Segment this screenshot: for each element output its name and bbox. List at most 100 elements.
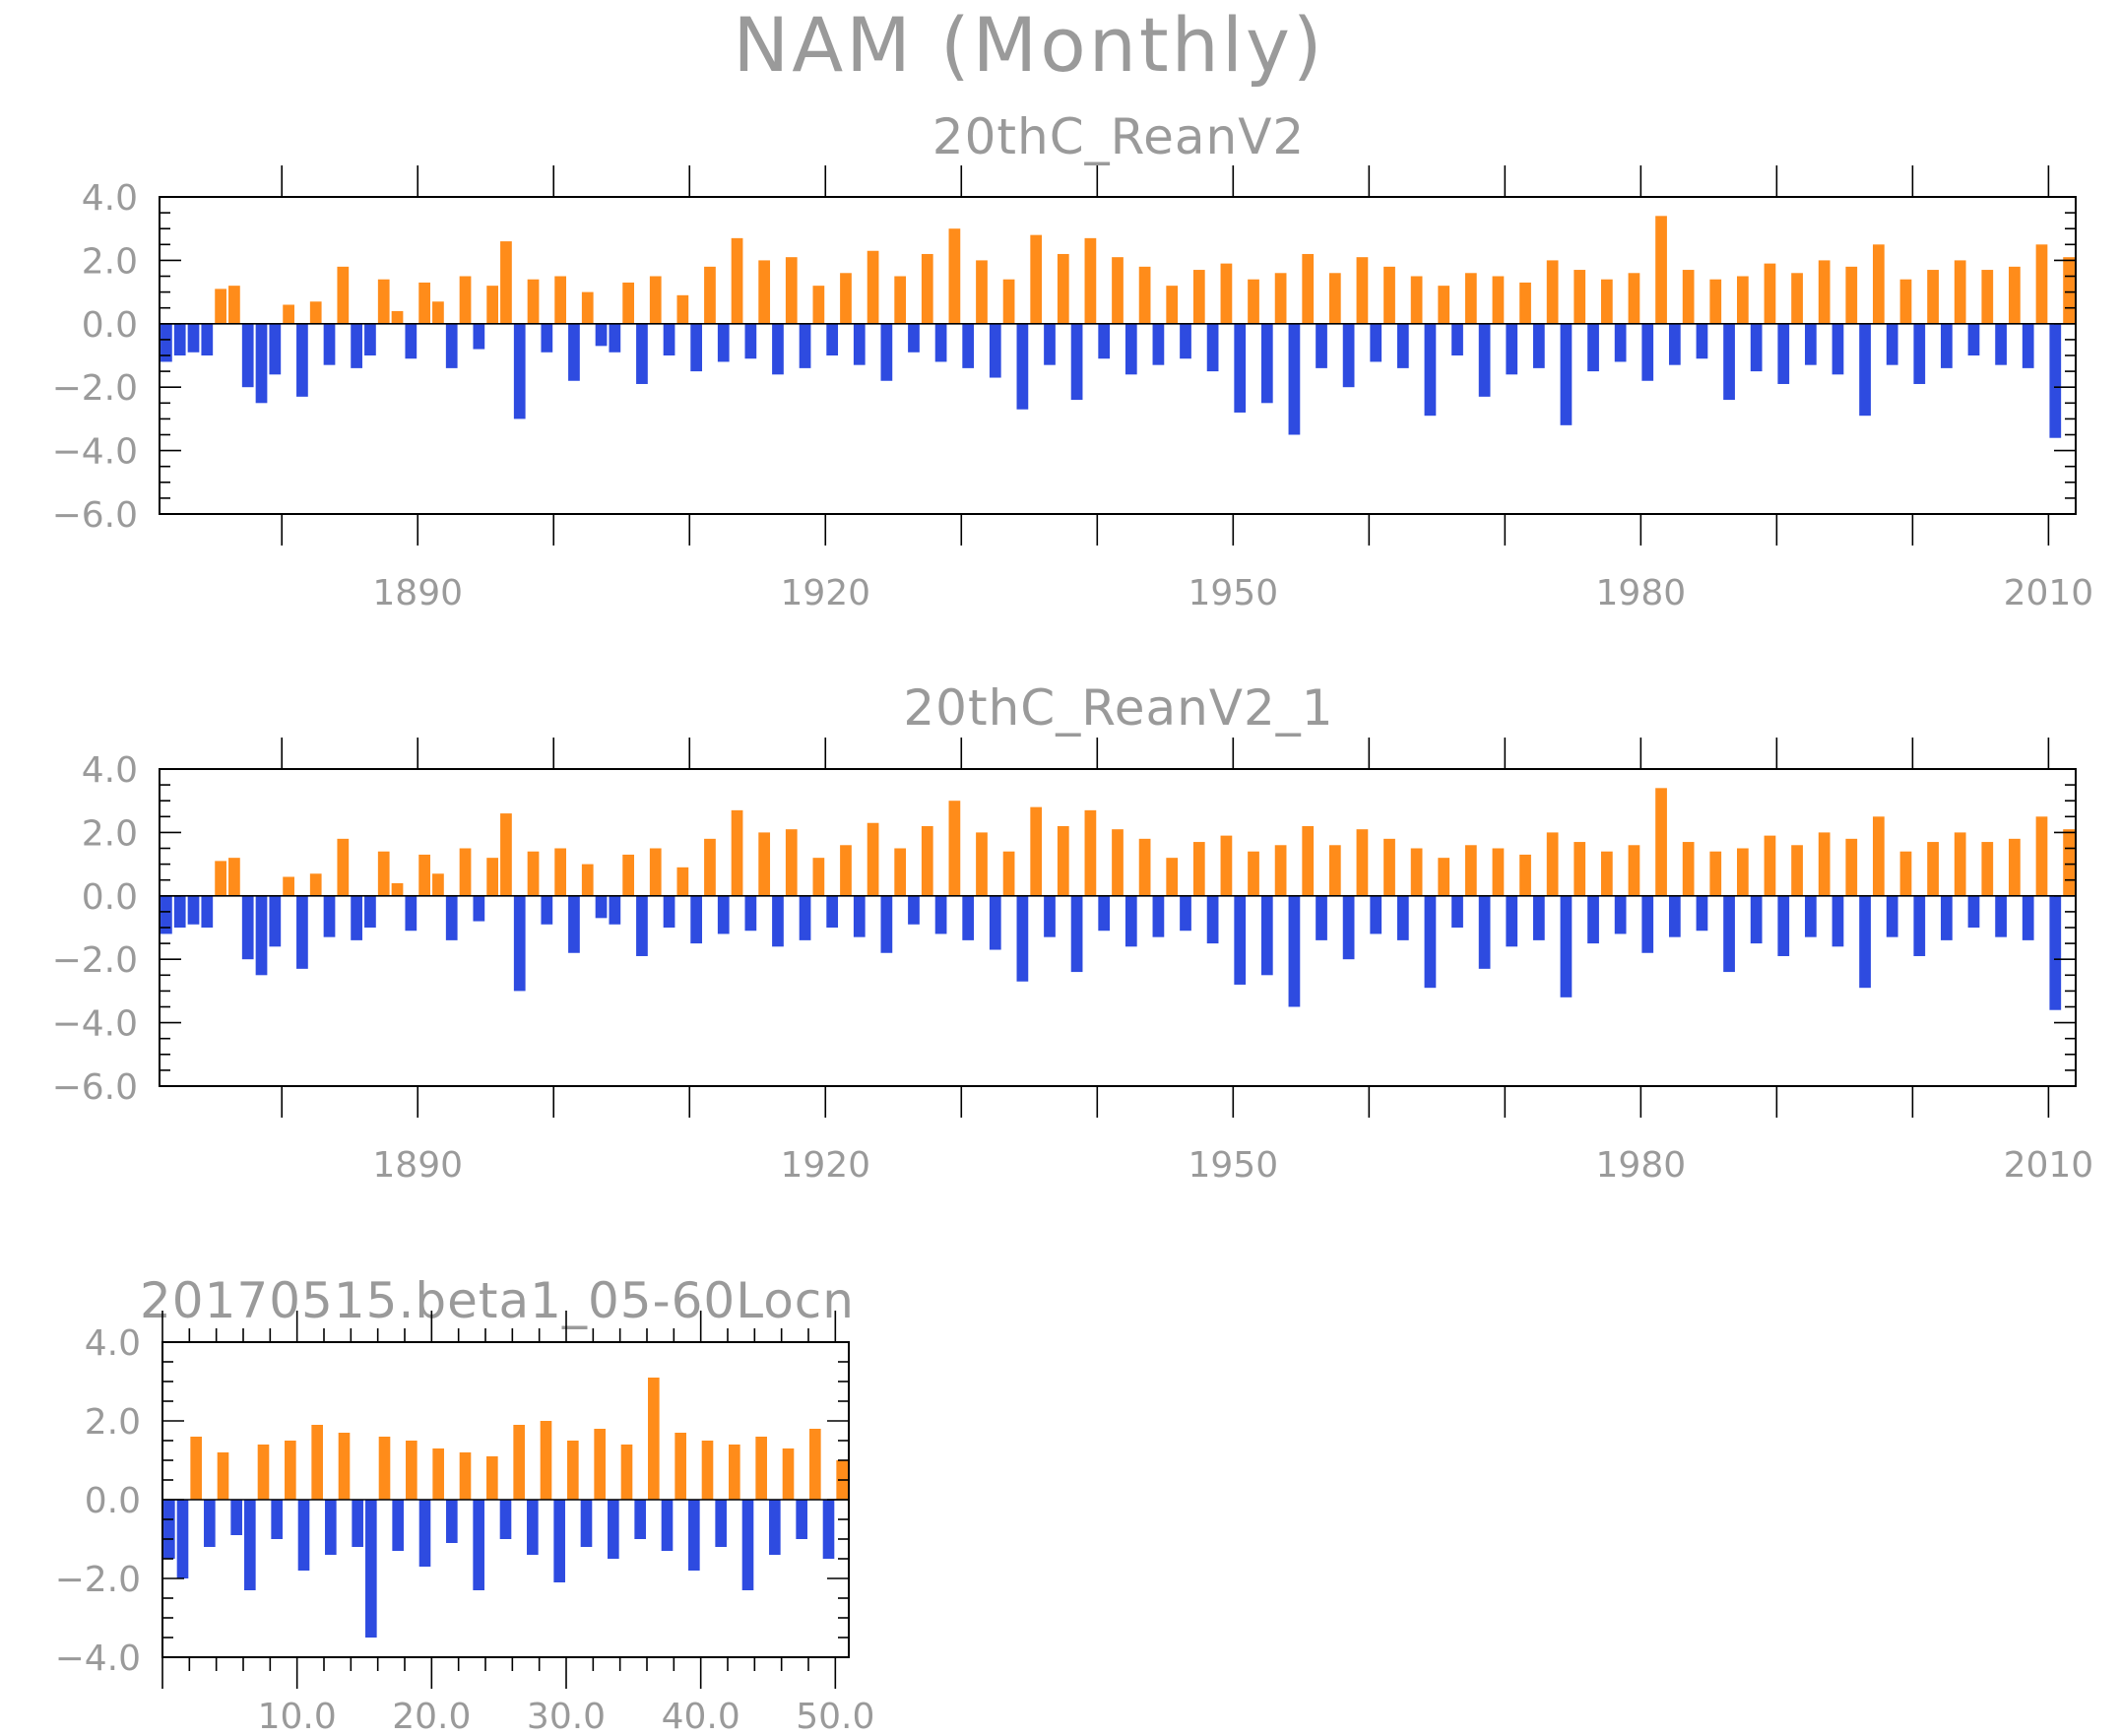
bar-negative [1641,323,1654,381]
bar-negative [405,895,418,932]
bar-positive [1655,788,1667,896]
bar-negative [962,895,975,940]
x-tick-label: 1920 [780,573,870,613]
bar-negative [1831,323,1844,375]
bar-positive [2063,257,2075,324]
x-tick-label: 20.0 [392,1697,471,1736]
bar-negative [418,1500,431,1567]
bar-negative [1723,895,1735,973]
bar-negative [499,1500,512,1539]
bar-positive [867,822,879,896]
bar-positive [554,276,567,324]
bar-negative [1532,323,1545,368]
bar-negative [661,1500,674,1551]
bar-negative [1260,895,1273,976]
bar-positive [1927,842,1939,896]
bar-positive [1084,237,1097,324]
bar-positive [228,286,240,324]
bar-positive [540,1421,552,1500]
bar-negative [351,895,362,940]
bar-negative [1641,895,1654,953]
y-tick-label: 2.0 [85,1402,141,1443]
bar-positive [1954,832,1966,896]
bar-positive [812,858,825,896]
bar-negative [1668,323,1681,365]
y-tick-label: −4.0 [55,1639,141,1679]
bar-positive [1628,845,1640,896]
bar-negative [352,1500,363,1547]
x-tick-label: 1950 [1188,573,1278,613]
bar-negative [446,1500,458,1543]
bar-positive [1057,825,1069,896]
bar-positive [1791,273,1803,324]
bar-positive [1600,851,1613,896]
bar-negative [796,1500,807,1539]
bar-negative [1180,895,1191,932]
bar-positive [840,845,852,896]
bar-negative [173,895,186,928]
bar-positive [921,253,933,324]
bar-negative [822,1500,835,1559]
y-tick-label: −6.0 [52,495,138,536]
bar-positive [894,848,907,896]
bar-negative [1831,895,1844,947]
bar-negative [1995,895,2007,937]
bar-negative [717,895,730,934]
bar-negative [568,323,580,381]
bar-positive [1383,838,1395,896]
bar-negative [2049,323,2062,438]
bar-positive [622,854,635,896]
bar-positive [377,851,390,896]
bar-negative [1777,895,1790,956]
bar-negative [392,1500,404,1551]
bar-positive [1220,263,1233,324]
bar-positive [391,310,404,324]
bar-negative [296,895,308,969]
y-tick-label: 4.0 [82,178,138,219]
bar-negative [541,895,553,925]
bar-negative [1886,323,1898,365]
y-tick-label: 0.0 [82,305,138,346]
x-tick-label: 40.0 [662,1697,740,1736]
bar-negative [826,323,839,355]
bar-negative [161,323,172,362]
bar-negative [176,1500,189,1578]
bar-negative [1805,895,1817,937]
bar-negative [1723,323,1735,401]
bar-positive [1302,825,1315,896]
bar-positive [283,304,294,324]
bar-negative [1886,895,1898,937]
bar-negative [1859,895,1871,989]
bar-positive [418,282,430,324]
bar-positive [1845,266,1858,324]
panel-title: 20thC_ReanV2 [932,108,1305,165]
bar-negative [595,323,608,347]
bar-positive [1248,279,1259,324]
x-tick-label: 30.0 [527,1697,606,1736]
bar-negative [568,895,580,953]
bar-negative [445,323,458,368]
bar-positive [1873,244,1885,324]
bar-positive [701,1441,714,1500]
bar-positive [1873,816,1885,896]
bar-positive [1600,279,1613,324]
bar-negative [1016,895,1029,982]
bar-negative [473,1500,484,1590]
bar-negative [744,323,757,359]
bar-positive [1818,260,1831,324]
bar-negative [323,895,336,937]
bar-positive [1002,279,1015,324]
bar-negative [1180,323,1191,359]
bar-positive [2035,244,2048,324]
bar-negative [1560,323,1573,425]
bar-negative [1098,323,1111,359]
bar-negative [1614,323,1627,362]
bar-positive [1464,273,1477,324]
bar-positive [1138,838,1151,896]
bar-negative [580,1500,593,1547]
bar-negative [405,323,418,359]
bar-positive [459,848,472,896]
bar-negative [609,895,621,925]
bar-positive [285,1441,296,1500]
